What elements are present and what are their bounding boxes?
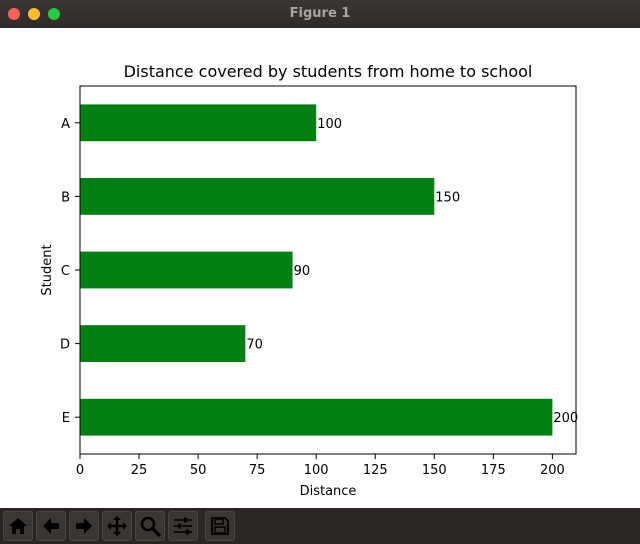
data-label-b: 150	[435, 190, 460, 205]
title-bar: Figure 1	[0, 0, 640, 29]
axes-frame	[79, 85, 577, 455]
pan-button[interactable]	[102, 511, 132, 541]
minimize-window-button[interactable]	[28, 8, 40, 20]
x-tick-label-100: 100	[304, 463, 329, 478]
home-button[interactable]	[3, 511, 33, 541]
figure-canvas: Distance covered by students from home t…	[0, 28, 640, 508]
chart-title: Distance covered by students from home t…	[124, 62, 533, 81]
x-tick-label-175: 175	[481, 463, 506, 478]
back-arrow-icon	[43, 518, 59, 534]
y-tick-label-b: B	[61, 190, 70, 205]
bar-chart: Distance covered by students from home t…	[40, 62, 578, 499]
x-axis-label: Distance	[300, 484, 357, 499]
navigation-toolbar	[0, 508, 640, 544]
bar-c	[80, 251, 293, 289]
x-tick-label-50: 50	[190, 463, 207, 478]
x-tick-label-200: 200	[540, 463, 565, 478]
x-tick-label-75: 75	[249, 463, 266, 478]
configure-subplots-button[interactable]	[168, 511, 198, 541]
x-tick-label-150: 150	[422, 463, 447, 478]
bar-a	[80, 104, 317, 142]
x-tick-label-25: 25	[131, 463, 148, 478]
data-label-c: 90	[294, 264, 311, 279]
close-window-button[interactable]	[8, 8, 20, 20]
save-button[interactable]	[205, 511, 235, 541]
bar-e	[80, 398, 553, 436]
back-button[interactable]	[36, 511, 66, 541]
forward-arrow-icon	[76, 518, 92, 534]
y-tick-label-c: C	[61, 264, 70, 279]
data-label-a: 100	[317, 117, 342, 132]
zoom-magnifier-icon	[140, 516, 161, 537]
pan-move-icon	[107, 516, 127, 536]
y-tick-label-d: D	[60, 338, 70, 353]
bar-b	[80, 178, 435, 215]
configure-subplots-icon	[174, 517, 192, 535]
window-title: Figure 1	[289, 6, 351, 21]
zoom-button[interactable]	[135, 511, 165, 541]
bar-d	[80, 325, 246, 362]
x-tick-label-0: 0	[76, 463, 84, 478]
save-floppy-icon	[211, 517, 229, 535]
y-axis-label: Student	[40, 244, 55, 295]
forward-button[interactable]	[69, 511, 99, 541]
data-label-d: 70	[246, 338, 263, 353]
data-label-e: 200	[553, 411, 578, 426]
home-icon	[9, 518, 27, 534]
maximize-window-button[interactable]	[48, 8, 60, 20]
y-tick-label-e: E	[62, 411, 70, 426]
x-tick-label-125: 125	[363, 463, 388, 478]
y-tick-label-a: A	[61, 117, 70, 132]
